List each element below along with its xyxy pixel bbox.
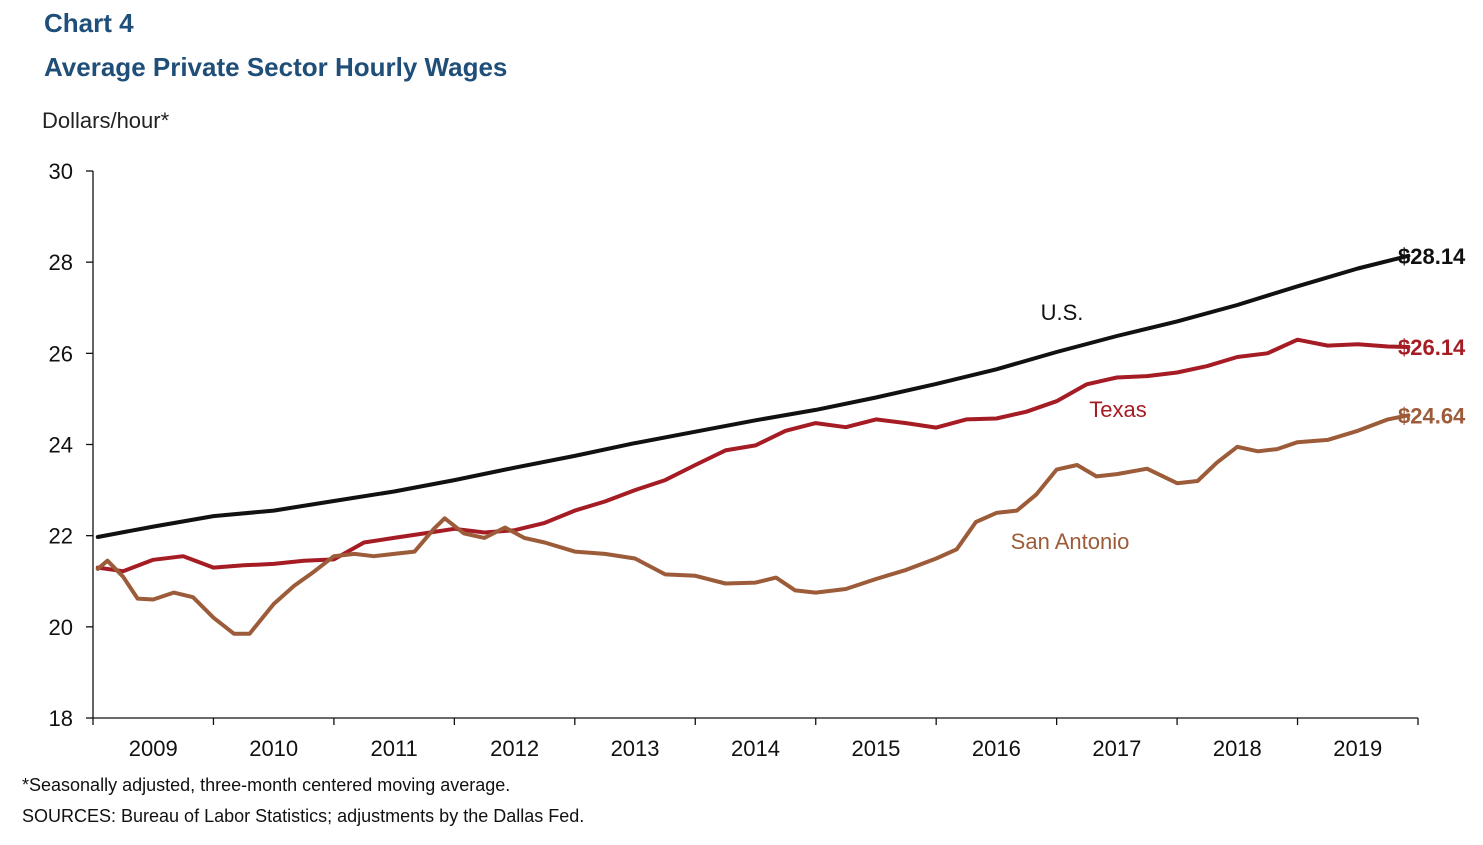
series-name-label: San Antonio bbox=[1011, 529, 1130, 554]
x-tick-label: 2018 bbox=[1213, 736, 1262, 761]
series-line-texas bbox=[95, 337, 1411, 574]
x-tick-label: 2013 bbox=[611, 736, 660, 761]
x-tick-label: 2009 bbox=[129, 736, 178, 761]
x-tick-label: 2011 bbox=[370, 736, 417, 761]
x-axis-ticks: 2009 2010 2011 2012 2013 2014 2015 2016 2017 2018… bbox=[92, 718, 1419, 761]
end-value-label: $28.14 bbox=[1398, 244, 1466, 269]
chart-title: Average Private Sector Hourly Wages bbox=[44, 52, 508, 82]
chart-number: Chart 4 bbox=[44, 8, 134, 38]
x-tick-label: 2012 bbox=[490, 736, 539, 761]
x-tick-label: 2010 bbox=[249, 736, 298, 761]
y-axis-label: Dollars/hour* bbox=[42, 108, 170, 133]
x-tick-label: 2015 bbox=[851, 736, 900, 761]
series-lines bbox=[95, 253, 1411, 636]
x-tick-label: 2014 bbox=[731, 736, 780, 761]
y-tick-label: 22 bbox=[49, 524, 73, 549]
end-value-label: $24.64 bbox=[1398, 403, 1466, 428]
y-tick-label: 28 bbox=[49, 250, 73, 275]
x-tick-label: 2016 bbox=[972, 736, 1021, 761]
series-name-label: Texas bbox=[1089, 397, 1146, 422]
y-tick-label: 24 bbox=[49, 433, 73, 458]
y-tick-label: 30 bbox=[49, 159, 73, 184]
x-tick-label: 2017 bbox=[1092, 736, 1141, 761]
sources-note: SOURCES: Bureau of Labor Statistics; adj… bbox=[22, 806, 585, 826]
end-value-label: $26.14 bbox=[1398, 335, 1466, 360]
footnote: *Seasonally adjusted, three-month center… bbox=[22, 775, 511, 795]
series-name-label: U.S. bbox=[1041, 300, 1084, 325]
series-line-san-antonio bbox=[95, 413, 1411, 636]
y-tick-label: 26 bbox=[49, 341, 73, 366]
y-tick-label: 20 bbox=[49, 615, 73, 640]
y-axis-ticks: 18 20 22 24 26 28 30 bbox=[49, 159, 93, 731]
series-line-u-s- bbox=[95, 253, 1411, 539]
series-labels: U.S. $28.14 Texas $26.14 San Antonio $24.64 bbox=[1011, 244, 1466, 554]
x-tick-label: 2019 bbox=[1333, 736, 1382, 761]
y-tick-label: 18 bbox=[49, 706, 73, 731]
